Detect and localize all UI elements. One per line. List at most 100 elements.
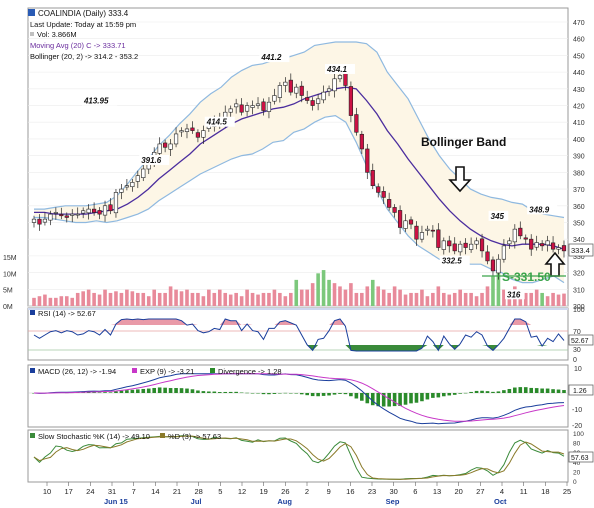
rsi-tick-100: 100 bbox=[573, 307, 585, 314]
price-callout-label: 348.9 bbox=[529, 205, 550, 214]
candle-body bbox=[179, 130, 184, 133]
candle-body bbox=[37, 218, 42, 225]
macd-hist-bar bbox=[86, 392, 91, 393]
macd-hist-bar bbox=[431, 393, 435, 398]
macd-hist-bar bbox=[518, 387, 523, 393]
divergence-legend: Divergence -> 1.28 bbox=[218, 367, 282, 376]
volume-bar bbox=[146, 296, 151, 306]
candle-body bbox=[512, 228, 517, 243]
volume-bar bbox=[365, 286, 370, 306]
macd-hist-bar bbox=[207, 391, 211, 393]
volume-bar bbox=[447, 294, 452, 306]
volume-bar bbox=[157, 292, 162, 306]
volume-bar bbox=[376, 286, 381, 306]
macd-hist-bar bbox=[136, 389, 140, 393]
volume-bar bbox=[217, 289, 222, 306]
macd-hist-bar bbox=[398, 393, 402, 406]
volume-bar bbox=[496, 266, 501, 306]
price-tick-label: 300 bbox=[573, 304, 585, 311]
macd-hist-bar bbox=[103, 392, 107, 393]
arrow-down-icon bbox=[448, 166, 472, 193]
volume-bar bbox=[556, 294, 561, 306]
volume-bar bbox=[381, 289, 386, 306]
price-tick-label: 350 bbox=[573, 220, 585, 227]
price-tick-label: 430 bbox=[573, 87, 585, 94]
bollinger-band-fill bbox=[34, 42, 564, 283]
candle-body bbox=[272, 95, 277, 102]
stoch-last-value: 57.63 bbox=[571, 455, 589, 462]
volume-bar bbox=[491, 276, 495, 306]
x-tick-label: 17 bbox=[64, 487, 72, 496]
candle-body bbox=[321, 91, 326, 101]
macd-hist-bar bbox=[130, 389, 135, 393]
macd-hist-bar bbox=[332, 393, 337, 395]
price-tick-label: 390 bbox=[573, 154, 585, 161]
candle-body bbox=[332, 78, 337, 92]
candle-body bbox=[288, 79, 293, 93]
candle-body bbox=[365, 148, 370, 173]
bollinger-lower-line bbox=[34, 114, 565, 284]
macd-hist-bar bbox=[168, 388, 173, 393]
volume-bar bbox=[272, 289, 277, 306]
callout-box bbox=[324, 63, 355, 74]
macd-hist-bar bbox=[392, 393, 397, 407]
macd-hist-bar bbox=[403, 393, 408, 405]
macd-hist-bar bbox=[343, 393, 348, 395]
volume-bar bbox=[75, 292, 80, 306]
candle-body bbox=[255, 103, 261, 106]
candle-body bbox=[119, 188, 124, 193]
volume-bar bbox=[239, 296, 244, 306]
candle-body bbox=[414, 225, 419, 240]
macd-hist-bar bbox=[556, 389, 561, 393]
stoch-k-legend: Slow Stochastic %K (14) -> 49.10 bbox=[38, 432, 150, 441]
macd-signal-line bbox=[33, 373, 565, 422]
candle-body bbox=[113, 192, 119, 214]
stoch-k-line bbox=[33, 435, 565, 480]
macd-hist-bar bbox=[458, 393, 462, 394]
macd-hist-bar bbox=[360, 393, 364, 401]
macd-hist-bar bbox=[381, 393, 386, 407]
x-tick-label: 25 bbox=[563, 487, 571, 496]
x-month-label: Oct bbox=[494, 497, 507, 506]
candle-body bbox=[53, 212, 58, 214]
volume-bar bbox=[48, 297, 53, 306]
volume-bar bbox=[196, 292, 200, 306]
macd-hist-bar bbox=[502, 390, 506, 393]
candle-body bbox=[157, 143, 162, 154]
volume-bar bbox=[551, 292, 555, 306]
macd-hist-bar bbox=[485, 391, 490, 393]
macd-hist-bar bbox=[294, 393, 299, 394]
macd-hist-bar bbox=[108, 392, 113, 393]
x-tick-label: 26 bbox=[281, 487, 289, 496]
candle-body bbox=[545, 240, 550, 246]
candle-body bbox=[228, 108, 233, 113]
volume-bar bbox=[321, 270, 326, 306]
callout-box bbox=[488, 210, 509, 221]
x-tick-label: 5 bbox=[218, 487, 222, 496]
candle-body bbox=[184, 128, 190, 132]
candle-body bbox=[108, 204, 113, 212]
candle-body bbox=[381, 191, 386, 198]
macd-hist-bar bbox=[179, 388, 184, 393]
macd-tick-10: 10 bbox=[574, 366, 582, 373]
x-tick-label: 30 bbox=[389, 487, 397, 496]
candle-body bbox=[376, 186, 381, 193]
x-tick-label: 7 bbox=[132, 487, 136, 496]
callout-box bbox=[204, 116, 235, 127]
candle-body bbox=[190, 127, 195, 131]
volume-tick-label: 10M bbox=[3, 271, 17, 278]
macd-hist-bar bbox=[523, 387, 528, 393]
rsi-legend: RSI (14) -> 52.67 bbox=[38, 309, 96, 318]
macd-hist-bar bbox=[228, 391, 233, 393]
volume-axis: 0M 5M 10M 15M bbox=[3, 255, 17, 311]
candle-body bbox=[550, 242, 556, 250]
macd-hist-bar bbox=[201, 391, 206, 393]
candle-body bbox=[124, 185, 129, 188]
rsi-header-strip bbox=[28, 308, 568, 310]
price-panel: 413.95 391.6 441.2 414.5 434.1 332.5 345 316 348… bbox=[3, 7, 594, 311]
volume-bar bbox=[370, 279, 375, 306]
macd-hist-bar bbox=[540, 388, 544, 393]
candle-body bbox=[81, 210, 86, 214]
macd-hist-bar bbox=[452, 393, 457, 395]
price-tick-label: 410 bbox=[573, 120, 585, 127]
